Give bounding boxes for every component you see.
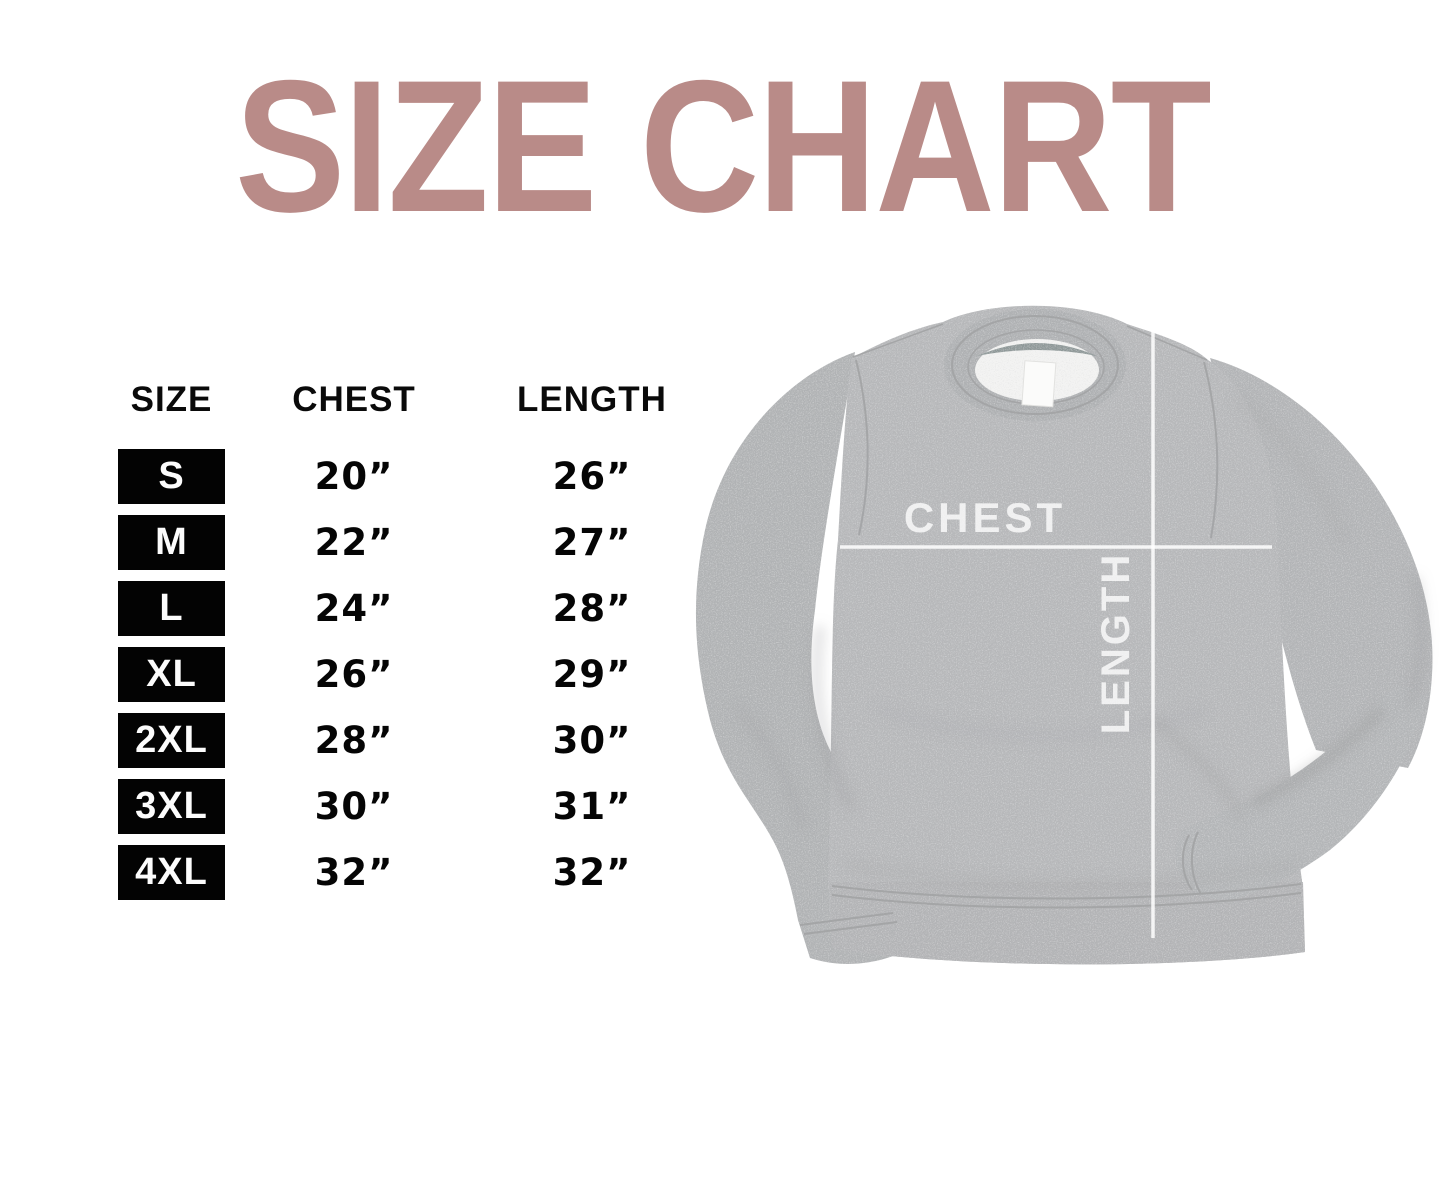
measurement-guides: CHEST LENGTH — [840, 330, 1272, 938]
length-value-2xl: 30” — [552, 719, 632, 762]
chest-value-s: 20” — [314, 455, 394, 498]
length-value-3xl: 31” — [552, 785, 632, 828]
chest-value-m: 22” — [314, 521, 394, 564]
size-badge-4xl: 4XL — [118, 845, 225, 900]
chest-value-l: 24” — [314, 587, 394, 630]
length-value-m: 27” — [552, 521, 632, 564]
sweatshirt-garment — [695, 305, 1433, 965]
length-value-xl: 29” — [552, 653, 632, 696]
right-forearm — [1175, 686, 1425, 900]
chest-value-4xl: 32” — [314, 851, 394, 894]
size-badge-2xl: 2XL — [118, 713, 225, 768]
length-value-l: 28” — [552, 587, 632, 630]
collar-inner-band — [977, 343, 1097, 356]
neck-tag — [1021, 360, 1057, 408]
size-badge-l: L — [118, 581, 225, 636]
chest-guide-label: CHEST — [904, 494, 1066, 541]
size-table: SIZE CHEST LENGTH S 20” 26” M 22” 27” L … — [118, 380, 701, 900]
chest-value-2xl: 28” — [314, 719, 394, 762]
size-badge-xl: XL — [118, 647, 225, 702]
sweatshirt-image: CHEST LENGTH — [680, 280, 1445, 1020]
size-badge-m: M — [118, 515, 225, 570]
hem-band — [830, 882, 1305, 965]
size-badge-s: S — [118, 449, 225, 504]
chest-value-xl: 26” — [314, 653, 394, 696]
fold-shadows — [736, 395, 1427, 889]
length-guide-label: LENGTH — [1094, 552, 1138, 734]
seam-stitching — [799, 315, 1302, 935]
size-badge-3xl: 3XL — [118, 779, 225, 834]
body-panel — [828, 305, 1305, 965]
column-header-length: LENGTH — [517, 380, 667, 419]
column-header-size: SIZE — [130, 380, 213, 419]
column-header-chest: CHEST — [292, 380, 416, 419]
length-value-4xl: 32” — [552, 851, 632, 894]
length-value-s: 26” — [552, 455, 632, 498]
chest-value-3xl: 30” — [314, 785, 394, 828]
page-title: SIZE CHART — [234, 41, 1212, 251]
